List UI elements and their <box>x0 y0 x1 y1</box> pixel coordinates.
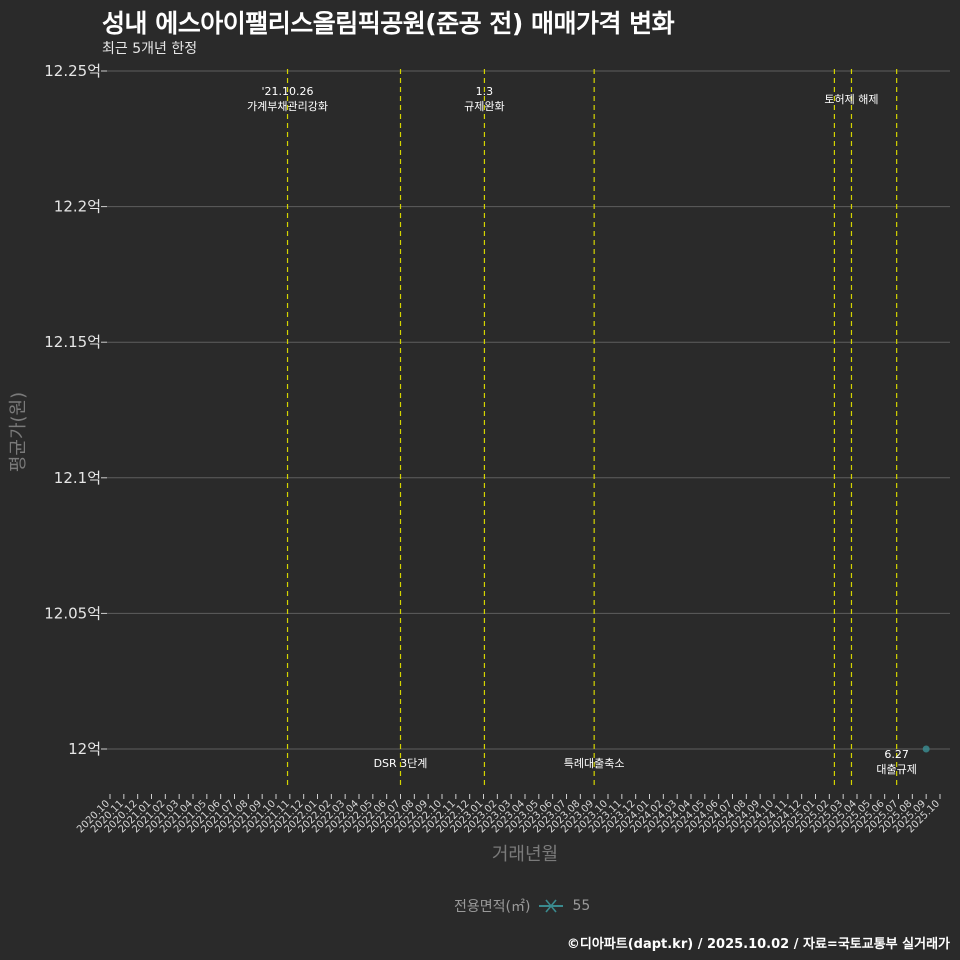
y-tick-label: 12.15억 <box>44 333 101 351</box>
y-tick-label: 12.1억 <box>54 469 101 487</box>
event-annotation: 규제완화 <box>464 100 504 113</box>
event-annotation: DSR 3단계 <box>374 757 428 770</box>
event-annotation: 특례대출축소 <box>564 757 625 770</box>
event-annotation: '21.10.26 <box>262 85 314 98</box>
event-annotation: 1.3 <box>476 85 494 98</box>
legend-title: 전용면적(㎡) <box>454 899 531 915</box>
event-annotation: 가계부채관리강화 <box>247 100 328 113</box>
data-point <box>922 745 930 753</box>
legend-key-55-icon <box>539 899 564 913</box>
event-annotation: 6.27 <box>884 748 909 761</box>
y-tick-label: 12.25억 <box>44 62 101 80</box>
y-tick-label: 12억 <box>68 740 101 758</box>
y-tick-label: 12.2억 <box>54 198 101 216</box>
legend-label-55: 55 <box>572 898 591 914</box>
y-tick-label: 12.05억 <box>44 604 101 622</box>
chart-title: 성내 에스아이팰리스올림픽공원(준공 전) 매매가격 변화 <box>102 9 675 38</box>
event-annotation: 대출규제 <box>876 763 916 776</box>
y-axis-title: 평균가(원) <box>8 391 29 473</box>
x-axis-title: 거래년월 <box>491 844 559 865</box>
chart-subtitle: 최근 5개년 한정 <box>102 41 198 57</box>
source-caption: ©디아파트(dapt.kr) / 2025.10.02 / 자료=국토교통부 실… <box>566 937 950 952</box>
event-annotation: 토허제 해제 <box>824 92 878 106</box>
legend: 전용면적(㎡) 55 <box>454 896 590 916</box>
